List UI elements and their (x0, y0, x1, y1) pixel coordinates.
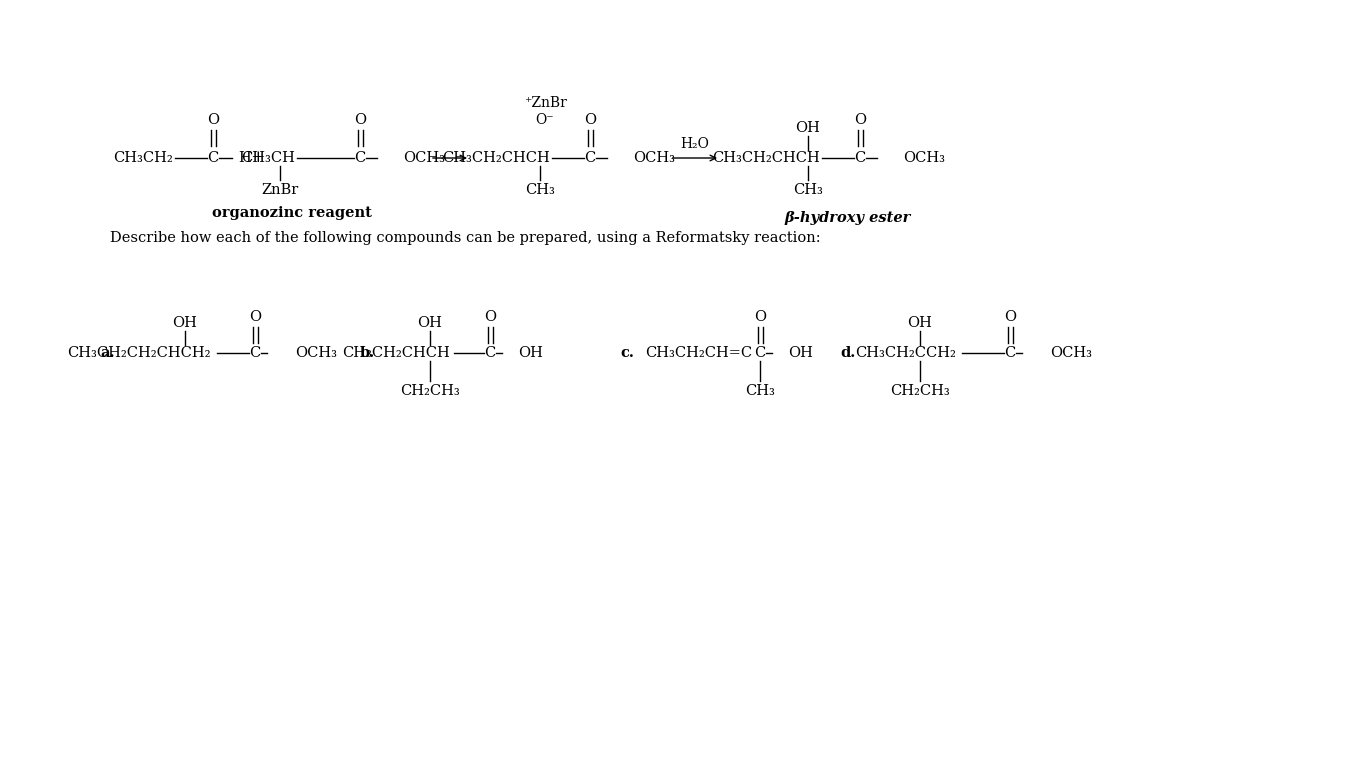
Text: organozinc reagent: organozinc reagent (212, 206, 372, 220)
Text: H₂O: H₂O (680, 137, 709, 151)
Text: C: C (854, 151, 866, 165)
Text: O: O (206, 113, 219, 127)
Text: CH₃CH₂CHCH: CH₃CH₂CHCH (443, 151, 550, 165)
Text: OCH₃: OCH₃ (1050, 346, 1091, 360)
Text: CH₃CH₂CHCH: CH₃CH₂CHCH (712, 151, 820, 165)
Text: +: + (250, 150, 264, 167)
Text: b.: b. (361, 346, 376, 360)
Text: ⁺ZnBr: ⁺ZnBr (523, 96, 567, 110)
Text: CH₂CH₃: CH₂CH₃ (400, 384, 460, 398)
Text: CH₃: CH₃ (794, 183, 822, 197)
Text: OH: OH (788, 346, 813, 360)
Text: OH: OH (418, 316, 443, 330)
Text: OCH₃: OCH₃ (632, 151, 675, 165)
Text: c.: c. (620, 346, 634, 360)
Text: O: O (583, 113, 596, 127)
Text: C: C (1004, 346, 1016, 360)
Text: O⁻: O⁻ (535, 113, 555, 127)
Text: d.: d. (840, 346, 855, 360)
Text: C: C (485, 346, 496, 360)
Text: OH: OH (907, 316, 933, 330)
Text: C: C (754, 346, 765, 360)
Text: H: H (238, 151, 251, 165)
Text: OCH₃: OCH₃ (403, 151, 445, 165)
Text: CH₃: CH₃ (744, 384, 775, 398)
Text: O: O (484, 310, 496, 324)
Text: C: C (354, 151, 366, 165)
Text: C: C (585, 151, 596, 165)
Text: β-hydroxy ester: β-hydroxy ester (785, 211, 911, 225)
Text: CH₃: CH₃ (525, 183, 555, 197)
Text: CH₃CH₂CH=C: CH₃CH₂CH=C (645, 346, 753, 360)
Text: CH₃CH: CH₃CH (242, 151, 295, 165)
Text: CH₃CH₂CHCH: CH₃CH₂CHCH (343, 346, 449, 360)
Text: OH: OH (518, 346, 542, 360)
Text: a.: a. (100, 346, 115, 360)
Text: CH₃CH₂CCH₂: CH₃CH₂CCH₂ (855, 346, 956, 360)
Text: C: C (208, 151, 219, 165)
Text: C: C (250, 346, 261, 360)
Text: Describe how each of the following compounds can be prepared, using a Reformatsk: Describe how each of the following compo… (111, 231, 821, 245)
Text: O: O (1004, 310, 1016, 324)
Text: OCH₃: OCH₃ (295, 346, 337, 360)
Text: OCH₃: OCH₃ (903, 151, 945, 165)
Text: OH: OH (795, 121, 821, 135)
Text: O: O (249, 310, 261, 324)
Text: CH₃CH₂CH₂CHCH₂: CH₃CH₂CH₂CHCH₂ (67, 346, 210, 360)
Text: CH₃CH₂: CH₃CH₂ (113, 151, 173, 165)
Text: ZnBr: ZnBr (261, 183, 299, 197)
Text: CH₂CH₃: CH₂CH₃ (891, 384, 949, 398)
Text: O: O (354, 113, 366, 127)
Text: OH: OH (172, 316, 198, 330)
Text: O: O (754, 310, 766, 324)
Text: O: O (854, 113, 866, 127)
